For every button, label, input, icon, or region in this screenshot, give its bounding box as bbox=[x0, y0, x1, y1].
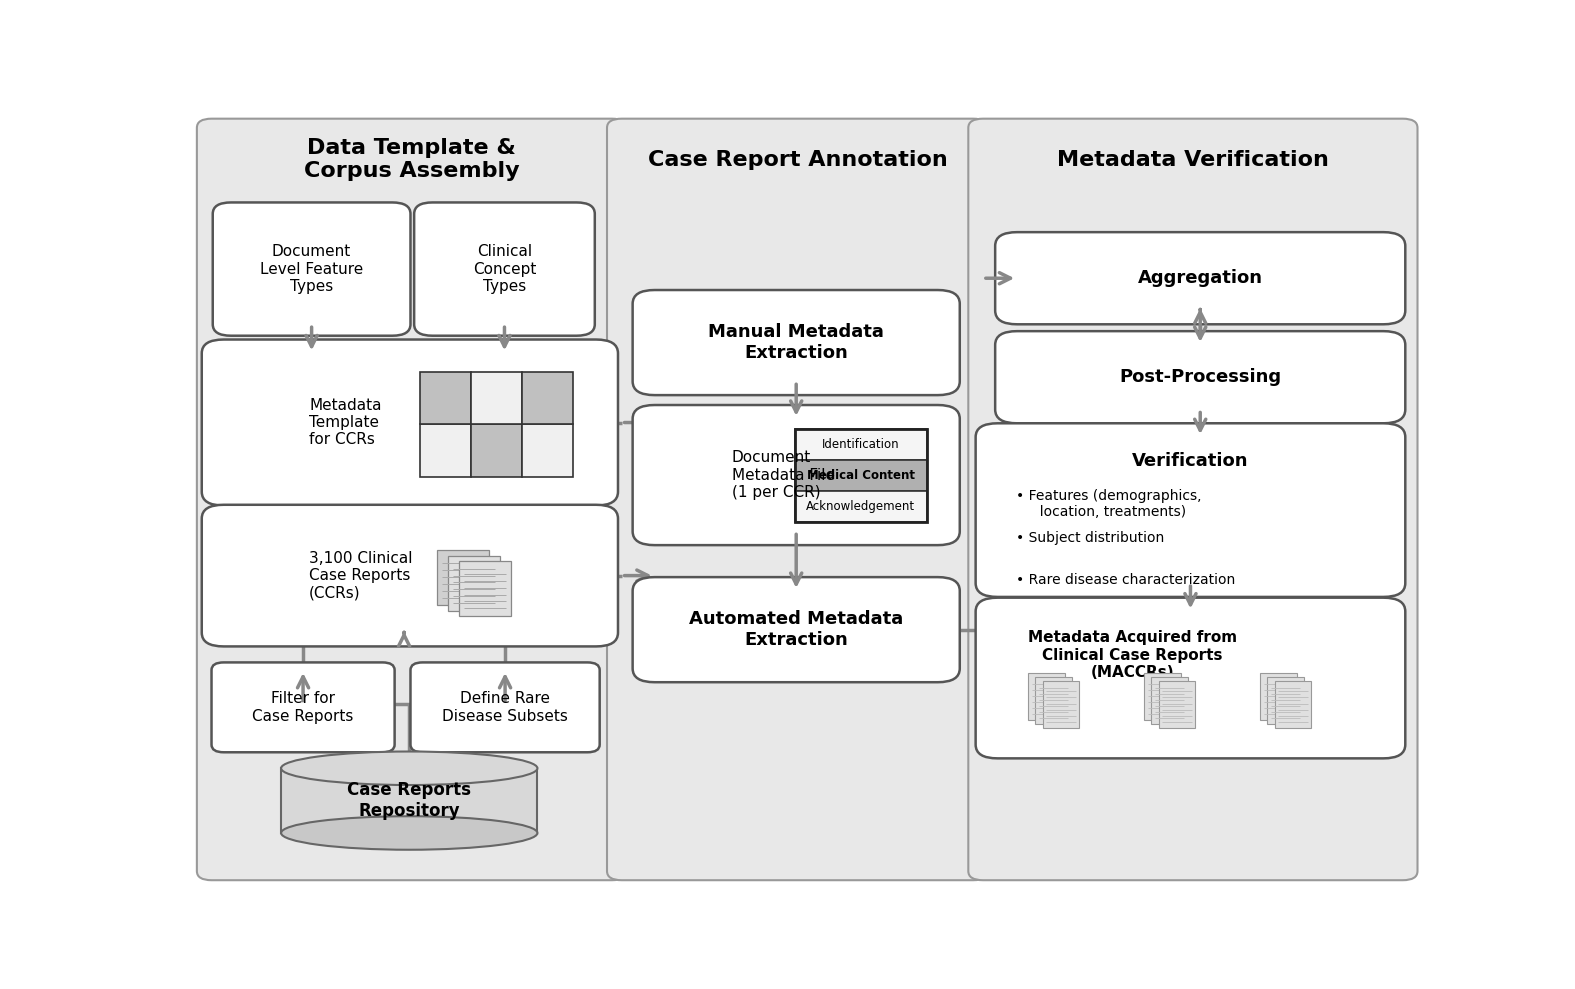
FancyBboxPatch shape bbox=[213, 203, 411, 335]
FancyBboxPatch shape bbox=[975, 597, 1405, 759]
FancyBboxPatch shape bbox=[1035, 676, 1073, 724]
FancyBboxPatch shape bbox=[1043, 680, 1079, 728]
FancyBboxPatch shape bbox=[211, 663, 395, 753]
Text: Post-Processing: Post-Processing bbox=[1120, 368, 1282, 387]
FancyBboxPatch shape bbox=[1143, 674, 1181, 720]
Text: • Subject distribution: • Subject distribution bbox=[1016, 531, 1164, 545]
FancyBboxPatch shape bbox=[633, 578, 959, 682]
FancyBboxPatch shape bbox=[438, 551, 488, 605]
Ellipse shape bbox=[280, 752, 537, 785]
Text: Metadata Verification: Metadata Verification bbox=[1057, 149, 1329, 170]
Text: • Rare disease characterization: • Rare disease characterization bbox=[1016, 573, 1235, 586]
FancyBboxPatch shape bbox=[995, 232, 1405, 324]
Text: Document
Level Feature
Types: Document Level Feature Types bbox=[260, 244, 364, 294]
Text: 3,100 Clinical
Case Reports
(CCRs): 3,100 Clinical Case Reports (CCRs) bbox=[309, 551, 413, 600]
FancyBboxPatch shape bbox=[1268, 676, 1304, 724]
FancyBboxPatch shape bbox=[1151, 676, 1188, 724]
FancyBboxPatch shape bbox=[633, 405, 959, 545]
Text: Manual Metadata
Extraction: Manual Metadata Extraction bbox=[709, 323, 884, 362]
FancyBboxPatch shape bbox=[969, 119, 1418, 880]
FancyBboxPatch shape bbox=[995, 331, 1405, 423]
Text: Automated Metadata
Extraction: Automated Metadata Extraction bbox=[690, 610, 904, 649]
FancyBboxPatch shape bbox=[1028, 674, 1065, 720]
Text: Case Report Annotation: Case Report Annotation bbox=[647, 149, 947, 170]
FancyBboxPatch shape bbox=[197, 119, 627, 880]
FancyBboxPatch shape bbox=[460, 561, 510, 616]
FancyBboxPatch shape bbox=[421, 424, 471, 477]
FancyBboxPatch shape bbox=[280, 768, 537, 833]
FancyBboxPatch shape bbox=[411, 663, 600, 753]
FancyBboxPatch shape bbox=[975, 423, 1405, 597]
FancyBboxPatch shape bbox=[633, 290, 959, 396]
FancyBboxPatch shape bbox=[202, 504, 617, 647]
Text: Verification: Verification bbox=[1132, 452, 1249, 471]
Text: Data Template &
Corpus Assembly: Data Template & Corpus Assembly bbox=[304, 138, 520, 181]
Text: Acknowledgement: Acknowledgement bbox=[806, 500, 915, 513]
FancyBboxPatch shape bbox=[449, 556, 499, 610]
Text: Metadata Acquired from
Clinical Case Reports
(MACCRs): Metadata Acquired from Clinical Case Rep… bbox=[1028, 630, 1238, 680]
Text: Case Reports
Repository: Case Reports Repository bbox=[346, 781, 471, 820]
FancyBboxPatch shape bbox=[1159, 680, 1195, 728]
Text: Clinical
Concept
Types: Clinical Concept Types bbox=[472, 244, 536, 294]
Text: • Features (demographics,
  location, treatments): • Features (demographics, location, trea… bbox=[1016, 489, 1202, 519]
FancyBboxPatch shape bbox=[414, 203, 595, 335]
FancyBboxPatch shape bbox=[795, 492, 926, 522]
Text: Aggregation: Aggregation bbox=[1137, 269, 1263, 287]
Ellipse shape bbox=[280, 816, 537, 850]
Text: Identification: Identification bbox=[822, 438, 899, 451]
Text: Metadata
Template
for CCRs: Metadata Template for CCRs bbox=[309, 398, 381, 447]
FancyBboxPatch shape bbox=[795, 460, 926, 492]
Text: Define Rare
Disease Subsets: Define Rare Disease Subsets bbox=[443, 691, 569, 724]
FancyBboxPatch shape bbox=[471, 424, 521, 477]
FancyBboxPatch shape bbox=[471, 372, 521, 424]
Text: Medical Content: Medical Content bbox=[806, 470, 915, 483]
Text: Filter for
Case Reports: Filter for Case Reports bbox=[252, 691, 354, 724]
FancyBboxPatch shape bbox=[521, 372, 573, 424]
FancyBboxPatch shape bbox=[606, 119, 988, 880]
FancyBboxPatch shape bbox=[202, 339, 617, 505]
FancyBboxPatch shape bbox=[795, 429, 926, 460]
FancyBboxPatch shape bbox=[521, 424, 573, 477]
FancyBboxPatch shape bbox=[421, 372, 471, 424]
FancyBboxPatch shape bbox=[1274, 680, 1312, 728]
FancyBboxPatch shape bbox=[1260, 674, 1296, 720]
Text: Document
Metadata File
(1 per CCR): Document Metadata File (1 per CCR) bbox=[731, 450, 835, 500]
